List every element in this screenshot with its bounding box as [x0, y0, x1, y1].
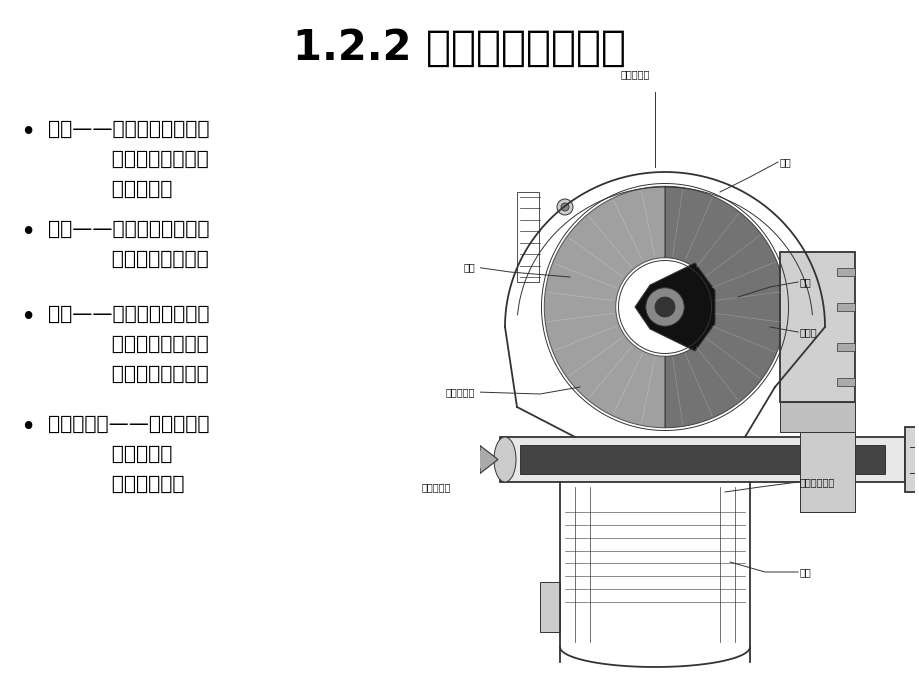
Bar — [539, 582, 560, 632]
Bar — [516, 192, 539, 282]
Bar — [836, 268, 854, 276]
Text: 体与曲轴相连，由: 体与曲轴相连，由 — [48, 150, 209, 169]
Text: •: • — [20, 305, 36, 331]
Text: 曲轴驱动。: 曲轴驱动。 — [48, 179, 172, 199]
Circle shape — [561, 203, 568, 211]
Bar — [836, 303, 854, 311]
Text: 渦轮: 渦轮 — [463, 262, 474, 272]
Text: 变速器输入轴: 变速器输入轴 — [800, 477, 834, 487]
Text: •: • — [20, 120, 36, 146]
Polygon shape — [544, 186, 664, 428]
Text: 1.2.2 液力变矩器的组成: 1.2.2 液力变矩器的组成 — [293, 27, 626, 69]
Bar — [519, 445, 884, 474]
Text: 定轮——由单向离合器及定: 定轮——由单向离合器及定 — [48, 305, 210, 324]
Text: 定轮: 定轮 — [800, 277, 811, 287]
Circle shape — [654, 297, 675, 317]
Circle shape — [645, 288, 684, 326]
Bar — [779, 402, 854, 432]
Text: 单向离合器: 单向离合器 — [445, 387, 474, 397]
Text: 定轮轴: 定轮轴 — [800, 327, 817, 337]
Bar — [904, 427, 919, 492]
Text: 油泵: 油泵 — [800, 567, 811, 577]
Text: 的输入轴上。: 的输入轴上。 — [48, 475, 185, 493]
Text: •: • — [20, 220, 36, 246]
Bar — [800, 432, 854, 512]
Text: 速器输入轴联接。: 速器输入轴联接。 — [48, 250, 209, 268]
FancyArrow shape — [445, 446, 497, 473]
Text: 泵轮: 泵轮 — [779, 157, 791, 167]
Text: 锁止离合器——由花键轴联: 锁止离合器——由花键轴联 — [48, 415, 210, 434]
Polygon shape — [634, 263, 714, 351]
Ellipse shape — [494, 437, 516, 482]
Text: 轮轴组成，与自动: 轮轴组成，与自动 — [48, 335, 209, 354]
Text: 变矩器壳体: 变矩器壳体 — [619, 69, 649, 79]
Bar — [779, 252, 854, 402]
Bar — [836, 343, 854, 351]
Text: 接在变速器: 接在变速器 — [48, 445, 172, 464]
Text: 渦轮——由液压驱动，与变: 渦轮——由液压驱动，与变 — [48, 220, 210, 239]
Text: 泵轮——通过液力变矩器壳: 泵轮——通过液力变矩器壳 — [48, 120, 210, 139]
Bar — [836, 378, 854, 386]
Text: •: • — [20, 415, 36, 441]
Bar — [499, 437, 904, 482]
Polygon shape — [664, 186, 785, 428]
Circle shape — [556, 199, 573, 215]
Text: 来自发动机: 来自发动机 — [422, 482, 451, 493]
Text: 变速器壳体固定。: 变速器壳体固定。 — [48, 364, 209, 384]
